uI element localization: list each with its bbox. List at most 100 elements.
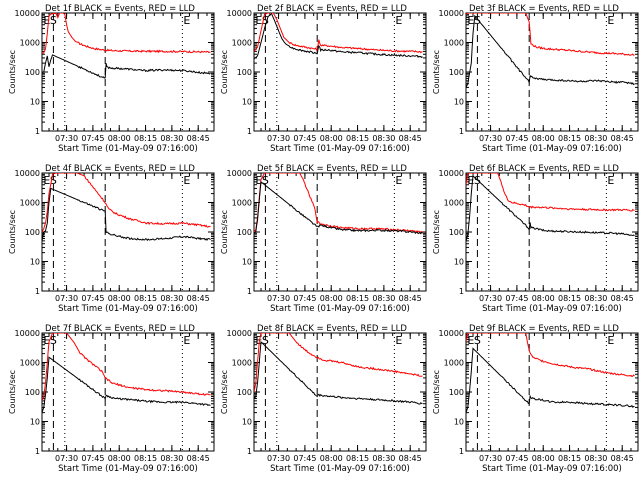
y-tick-label: 10000 (227, 9, 252, 18)
y-tick-label: 10000 (15, 329, 40, 338)
x-tick-label: 08:30 (584, 454, 607, 463)
panel-det-3f: Det 3f BLACK = Events, RED = LLD 1 10 100 10… (432, 4, 639, 154)
panel-det-5f: Det 5f BLACK = Events, RED = LLD 1 10 100 10… (220, 164, 427, 314)
marker-label-s: S (50, 334, 57, 347)
panel-det-8f: Det 8f BLACK = Events, RED = LLD 1 10 100 10… (220, 324, 427, 474)
panel-det-4f: Det 4f BLACK = Events, RED = LLD 1 10 100 10… (8, 164, 215, 314)
y-axis-label: Counts/sec (8, 370, 17, 414)
x-tick-label: 08:45 (611, 134, 634, 143)
x-tick-label: 07:45 (505, 134, 528, 143)
x-axis-label: Start Time (01-May-09 07:16:00) (58, 304, 198, 314)
panel-det-2f: Det 2f BLACK = Events, RED = LLD 1 10 100 10… (220, 4, 427, 154)
y-tick-label: 10 (30, 418, 40, 427)
marker-label-e: E (255, 14, 262, 27)
x-axis-label: Start Time (01-May-09 07:16:00) (58, 144, 198, 154)
x-tick-label: 08:00 (320, 134, 343, 143)
y-axis-label: Counts/sec (8, 50, 17, 94)
x-tick-label: 08:45 (399, 134, 422, 143)
events-series-line (254, 180, 423, 235)
x-tick-label: 08:15 (134, 134, 157, 143)
x-tick-label: 08:00 (108, 134, 131, 143)
y-tick-label: 10000 (439, 9, 464, 18)
y-tick-label: 10 (454, 258, 464, 267)
y-tick-label: 10 (454, 418, 464, 427)
y-tick-label: 10000 (15, 169, 40, 178)
x-axis-label: Start Time (01-May-09 07:16:00) (482, 144, 622, 154)
lld-series-line (42, 13, 211, 55)
marker-label-e: E (255, 174, 262, 187)
x-tick-label: 08:45 (399, 294, 422, 303)
x-tick-label: 08:00 (320, 294, 343, 303)
x-axis-label: Start Time (01-May-09 07:16:00) (58, 464, 198, 474)
y-tick-label: 10 (242, 258, 252, 267)
y-tick-label: 1 (459, 287, 464, 296)
plot-frame (253, 12, 427, 132)
plot-frame (465, 12, 639, 132)
y-tick-label: 1000 (232, 39, 252, 48)
plot-frame (465, 172, 639, 292)
x-tick-label: 08:00 (532, 454, 555, 463)
y-axis-label: Counts/sec (432, 50, 441, 94)
y-tick-label: 10 (242, 418, 252, 427)
panel-title: Det 1f BLACK = Events, RED = LLD (45, 4, 195, 14)
x-axis-label: Start Time (01-May-09 07:16:00) (482, 304, 622, 314)
x-tick-label: 07:45 (81, 134, 104, 143)
events-series-line (466, 347, 635, 413)
x-tick-label: 08:45 (611, 454, 634, 463)
x-tick-label: 08:00 (532, 134, 555, 143)
x-tick-label: 08:15 (346, 454, 369, 463)
x-tick-label: 07:30 (479, 294, 502, 303)
panel-title: Det 6f BLACK = Events, RED = LLD (469, 164, 619, 174)
marker-label-s: S (262, 334, 269, 347)
panel-det-1f: Det 1f BLACK = Events, RED = LLD 1 10 100 10… (8, 4, 215, 154)
y-tick-label: 100 (449, 68, 464, 77)
panel-title: Det 8f BLACK = Events, RED = LLD (257, 324, 407, 334)
x-tick-label: 08:15 (346, 134, 369, 143)
marker-label-e: E (255, 334, 262, 347)
y-tick-label: 10000 (227, 329, 252, 338)
x-tick-label: 08:00 (532, 294, 555, 303)
x-axis-label: Start Time (01-May-09 07:16:00) (270, 144, 410, 154)
x-tick-label: 08:00 (108, 294, 131, 303)
y-tick-label: 10000 (439, 329, 464, 338)
y-tick-label: 1 (35, 127, 40, 136)
y-tick-label: 10000 (227, 169, 252, 178)
x-tick-label: 08:30 (372, 454, 395, 463)
panel-title: Det 5f BLACK = Events, RED = LLD (257, 164, 407, 174)
plot-frame (41, 172, 215, 292)
x-axis-label: Start Time (01-May-09 07:16:00) (482, 464, 622, 474)
marker-label-e: E (467, 174, 474, 187)
marker-label-e: E (43, 334, 50, 347)
marker-label-s: S (50, 14, 57, 27)
panel-det-9f: Det 9f BLACK = Events, RED = LLD 1 10 100 10… (432, 324, 639, 474)
x-tick-label: 07:30 (479, 454, 502, 463)
y-tick-label: 1 (247, 287, 252, 296)
marker-label-e-end: E (183, 174, 190, 187)
x-tick-label: 07:45 (81, 294, 104, 303)
panel-title: Det 3f BLACK = Events, RED = LLD (469, 4, 619, 14)
y-tick-label: 100 (25, 388, 40, 397)
marker-label-s: S (262, 174, 269, 187)
panel-title: Det 4f BLACK = Events, RED = LLD (45, 164, 195, 174)
y-tick-label: 1000 (444, 39, 464, 48)
x-tick-label: 07:30 (267, 294, 290, 303)
y-tick-label: 1 (35, 447, 40, 456)
marker-label-e: E (43, 14, 50, 27)
x-axis-label: Start Time (01-May-09 07:16:00) (270, 464, 410, 474)
x-tick-label: 08:15 (558, 134, 581, 143)
x-tick-label: 07:45 (505, 454, 528, 463)
plot-frame (465, 332, 639, 452)
lld-series-line (254, 13, 423, 54)
y-tick-label: 10 (454, 98, 464, 107)
lld-series-line (42, 333, 211, 402)
x-tick-label: 07:30 (267, 134, 290, 143)
marker-label-e-end: E (183, 14, 190, 27)
marker-label-e-end: E (607, 334, 614, 347)
marker-label-s: S (262, 14, 269, 27)
marker-label-e-end: E (607, 14, 614, 27)
lld-series-line (42, 173, 211, 233)
x-tick-label: 08:15 (346, 294, 369, 303)
y-tick-label: 10 (242, 98, 252, 107)
x-tick-label: 08:15 (558, 294, 581, 303)
